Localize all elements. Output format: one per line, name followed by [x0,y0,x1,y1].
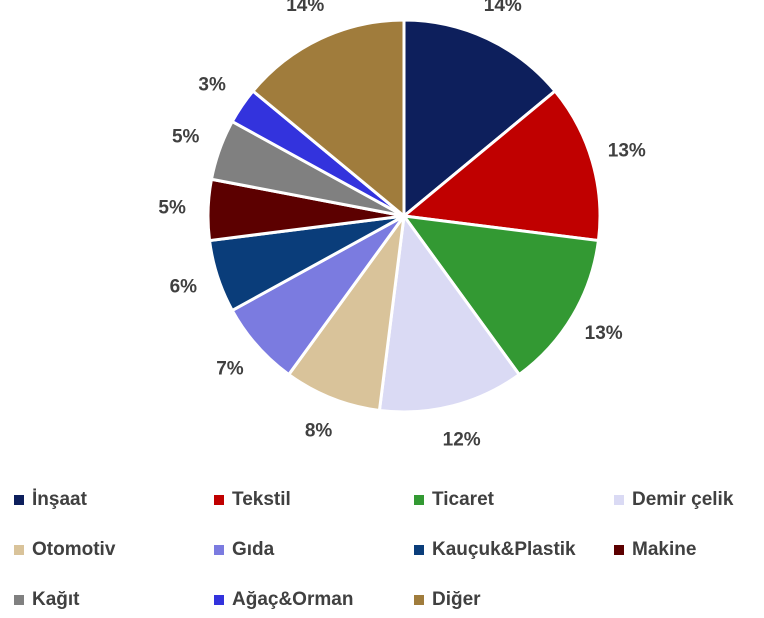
pie-slice [250,18,406,220]
legend-swatch [214,495,224,505]
legend-swatch [214,595,224,605]
data-label: 14% [286,0,324,16]
legend-swatch [214,545,224,555]
legend-swatch [14,595,24,605]
data-label: 7% [216,358,244,379]
data-label: 12% [443,430,481,451]
legend-label: Kağıt [32,589,80,610]
data-label: 5% [172,126,200,147]
data-label: 8% [305,421,333,442]
legend-swatch [614,545,624,555]
pie-slice [286,215,406,413]
legend-label: Makine [632,539,696,560]
legend-label: Demir çelik [632,489,734,510]
pie-slice [402,18,558,220]
legend-label: Kauçuk&Plastik [432,539,576,560]
legend-swatch [414,595,424,605]
legend-swatch [14,545,24,555]
legend-swatch [414,495,424,505]
legend-label: Gıda [232,539,275,560]
legend-swatch [614,495,624,505]
data-label: 6% [170,277,198,298]
data-label: 14% [484,0,522,16]
legend-label: Diğer [432,589,481,610]
legend-label: Tekstil [232,489,291,510]
data-label: 13% [608,140,646,161]
data-label: 13% [585,323,623,344]
data-label: 3% [198,75,226,96]
legend-label: İnşaat [32,489,88,510]
legend-label: Ağaç&Orman [232,589,353,610]
pie-slice [400,214,601,377]
data-label: 5% [158,198,186,219]
legend-swatch [14,495,24,505]
legend-label: Ticaret [432,489,495,510]
legend-swatch [414,545,424,555]
pie-slice [400,88,602,243]
legend-label: Otomotiv [32,539,116,560]
pie-slice [377,212,522,414]
